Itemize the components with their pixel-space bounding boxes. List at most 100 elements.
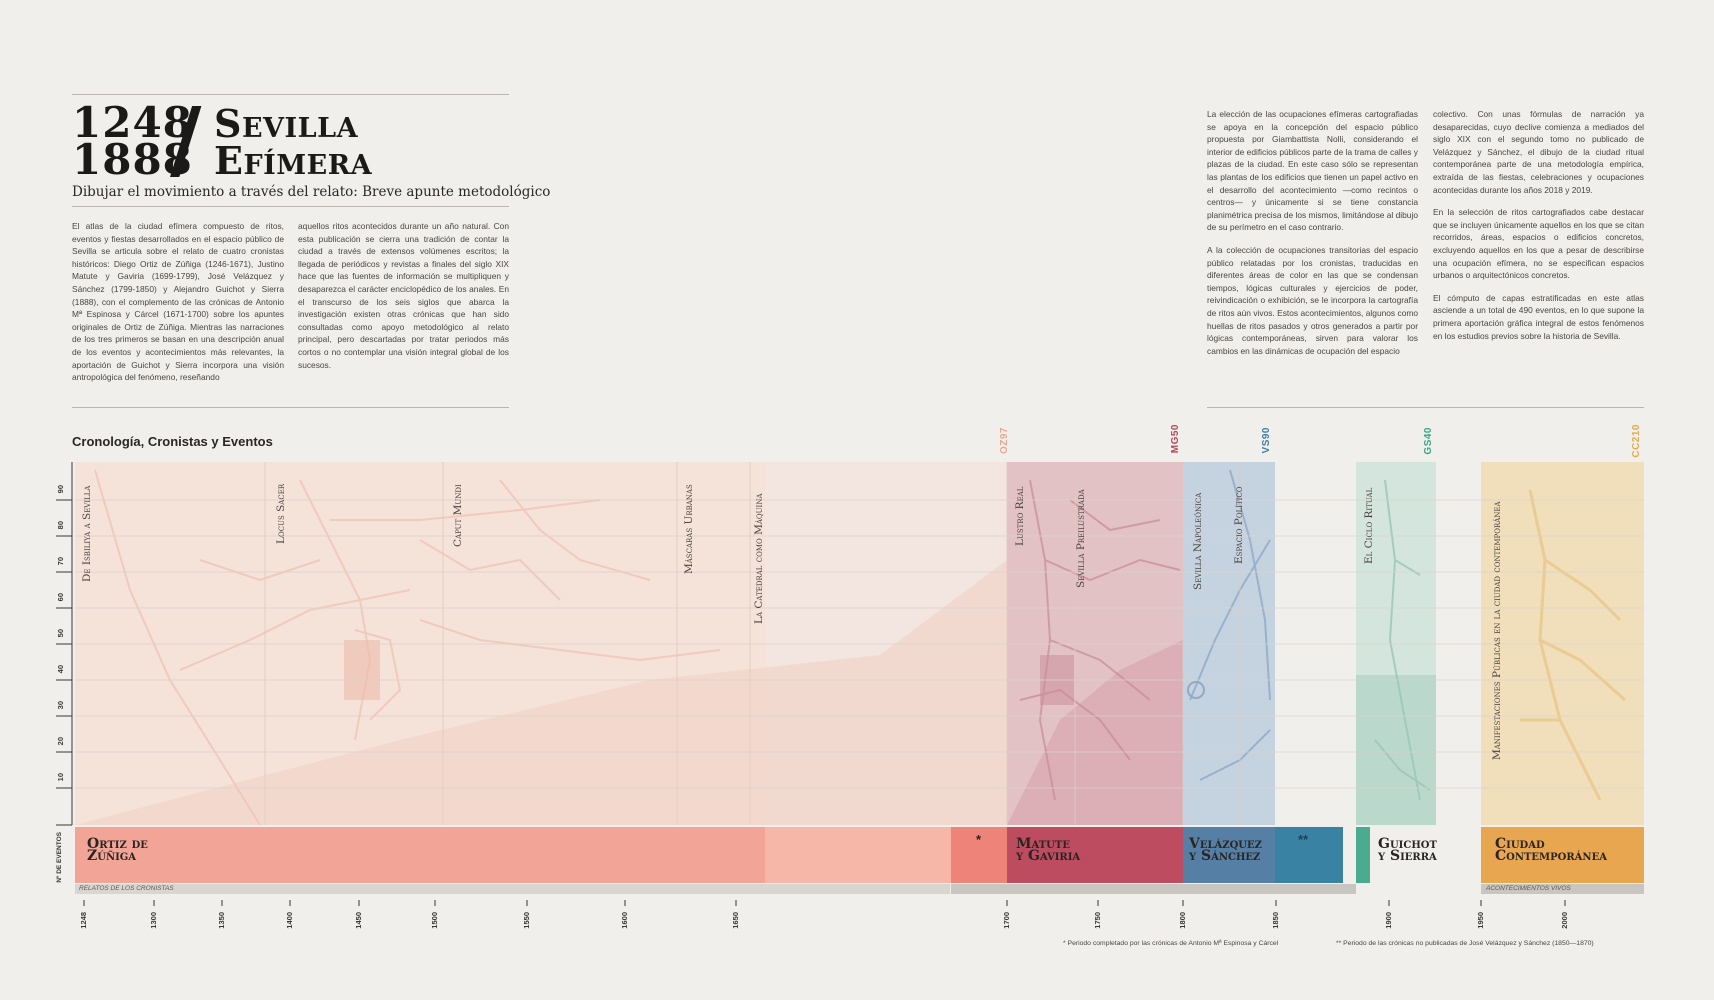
- x-tick: 1800: [1178, 912, 1187, 929]
- event-label: Caput Mundi: [452, 484, 464, 547]
- chronicler-name-line: y Sánchez: [1189, 848, 1261, 864]
- chronicler-name-line: Zúñiga: [87, 848, 137, 864]
- method-column-1: La elección de las ocupaciones efímeras …: [1207, 108, 1418, 367]
- intro-column-1: El atlas de la ciudad efímera compuesto …: [72, 221, 284, 383]
- marker-double-asterisk: **: [1298, 832, 1309, 847]
- title-line-1: Sevilla: [214, 101, 359, 146]
- x-tick: 1300: [149, 912, 158, 929]
- intro-column-2: aquellos ritos acontecidos durante un añ…: [298, 221, 509, 370]
- method-paragraph: colectivo. Con unas fórmulas de narració…: [1433, 109, 1644, 195]
- event-gridlines: [264, 462, 1241, 825]
- bar-ortiz-zuniga: [75, 827, 765, 883]
- x-tick: 1700: [1002, 912, 1011, 929]
- x-tick: 1900: [1384, 912, 1393, 929]
- band-relatos-continued: [951, 884, 1356, 894]
- y-tick: 40: [56, 665, 65, 674]
- chronicler-name-line: Guichot: [1378, 836, 1437, 852]
- y-tick: 70: [56, 557, 65, 566]
- method-paragraph: El cómputo de capas estratificadas en es…: [1433, 292, 1644, 341]
- bar-velazquez-sanchez: [1183, 827, 1275, 883]
- map-block-ortiz: [344, 640, 380, 700]
- title-slash: /: [170, 89, 202, 190]
- period-fill-contemporary: [1481, 462, 1644, 825]
- footnote-single: * Periodo completado por las crónicas de…: [1063, 940, 1279, 947]
- chronicler-velazquez-sanchez: Velázquez y Sánchez: [1189, 836, 1262, 864]
- y-tick: 30: [56, 701, 65, 710]
- chronicler-name-line: y Gaviria: [1016, 848, 1081, 864]
- event-label: De Isbiliya a Sevilla: [81, 485, 93, 582]
- event-label: El Ciclo Ritual: [1363, 487, 1375, 564]
- x-tick: 1850: [1271, 912, 1280, 929]
- band-vivos: [1481, 884, 1644, 894]
- map-mark-velazquez: [1187, 681, 1205, 699]
- chronicler-matute-gaviria: Matute y Gaviria: [1016, 836, 1081, 864]
- y-tick: 60: [56, 593, 65, 602]
- y-tick: 80: [56, 521, 65, 530]
- header-top-rule: [72, 94, 509, 95]
- method-column-2: colectivo. Con unas fórmulas de narració…: [1433, 108, 1644, 352]
- x-tick: 1750: [1093, 912, 1102, 929]
- period-fill-matute: [1007, 462, 1183, 825]
- x-tick: 1650: [731, 912, 740, 929]
- event-label: Sevilla Preilustrada: [1075, 489, 1087, 588]
- x-tick: 1600: [620, 912, 629, 929]
- year-end: 1888: [72, 135, 193, 184]
- wash-ortiz: [75, 560, 1007, 825]
- y-axis-ticks: [56, 499, 72, 826]
- year-start: 1248: [72, 98, 193, 147]
- x-tick: 1550: [522, 912, 531, 929]
- x-tick: 1500: [430, 912, 439, 929]
- marker-single-asterisk: *: [976, 832, 982, 847]
- intro-bottom-rule: [72, 407, 509, 408]
- subtitle-rule: [72, 206, 509, 207]
- method-paragraph: En la selección de ritos cartografiados …: [1433, 207, 1644, 281]
- footnote-double: ** Periodo de las crónicas no publicadas…: [1336, 940, 1594, 947]
- y-tick: 10: [56, 773, 65, 782]
- band-label-vivos: ACONTECIMIENTOS VIVOS: [1486, 885, 1571, 892]
- method-bottom-rule: [1207, 407, 1644, 408]
- x-axis-ticks: [83, 900, 1566, 906]
- x-tick: 1400: [285, 912, 294, 929]
- x-tick: 1450: [354, 912, 363, 929]
- event-label: Lustro Real: [1014, 486, 1026, 546]
- y-tick: 20: [56, 737, 65, 746]
- chronicler-name-line: Contemporánea: [1495, 848, 1607, 864]
- event-label: Espacio Político: [1233, 486, 1245, 564]
- y-tick: 50: [56, 629, 65, 638]
- x-tick: 2000: [1560, 912, 1569, 929]
- event-label: La Catedral como Máquina: [753, 493, 765, 624]
- method-paragraph: La elección de las ocupaciones efímeras …: [1207, 109, 1418, 233]
- chronicler-name-line: y Sierra: [1378, 848, 1437, 864]
- x-tick: 1248: [79, 912, 88, 929]
- bar-matute-gaviria: [1007, 827, 1183, 883]
- band-label-relatos: RELATOS DE LOS CRONISTAS: [79, 885, 174, 892]
- chart-heading: Cronología, Cronistas y Eventos: [72, 434, 273, 449]
- map-texture-guichot: [1374, 479, 1431, 801]
- bar-guichot-sierra: [1356, 827, 1370, 883]
- x-tick: 1350: [217, 912, 226, 929]
- chronicler-ortiz-zuniga: Ortiz de Zúñiga: [87, 836, 148, 864]
- y-gridlines: [75, 499, 1644, 789]
- chronicler-name-line: Ortiz de: [87, 836, 148, 852]
- chronicler-name-line: Velázquez: [1189, 836, 1262, 852]
- bar-ciudad-contemporanea: [1481, 827, 1644, 883]
- method-paragraph: A la colección de ocupaciones transitori…: [1207, 244, 1418, 356]
- chronicler-ciudad-contemporanea: Ciudad Contemporánea: [1495, 836, 1607, 864]
- chronicler-name-line: Ciudad: [1495, 836, 1545, 852]
- event-label: Sevilla Napoleónica: [1192, 492, 1204, 590]
- x-tick: 1950: [1476, 912, 1485, 929]
- bar-velazquez-unpublished: [1275, 827, 1343, 883]
- y-tick: 90: [56, 485, 65, 494]
- band-relatos: [75, 884, 950, 894]
- event-label: Locus Sacer: [275, 483, 287, 544]
- chronicler-guichot-sierra: Guichot y Sierra: [1378, 836, 1437, 864]
- event-label: Máscaras Urbanas: [683, 484, 695, 574]
- map-texture-contemporary: [1520, 489, 1626, 801]
- period-fill-guichot-lower: [1356, 675, 1436, 825]
- bar-ortiz-extension: [765, 827, 951, 883]
- chronicler-name-line: Matute: [1016, 836, 1070, 852]
- y-axis-label: Nº DE EVENTOS: [56, 832, 63, 883]
- bar-espinosa: [951, 827, 1007, 883]
- title-line-2: Efímera: [214, 138, 373, 183]
